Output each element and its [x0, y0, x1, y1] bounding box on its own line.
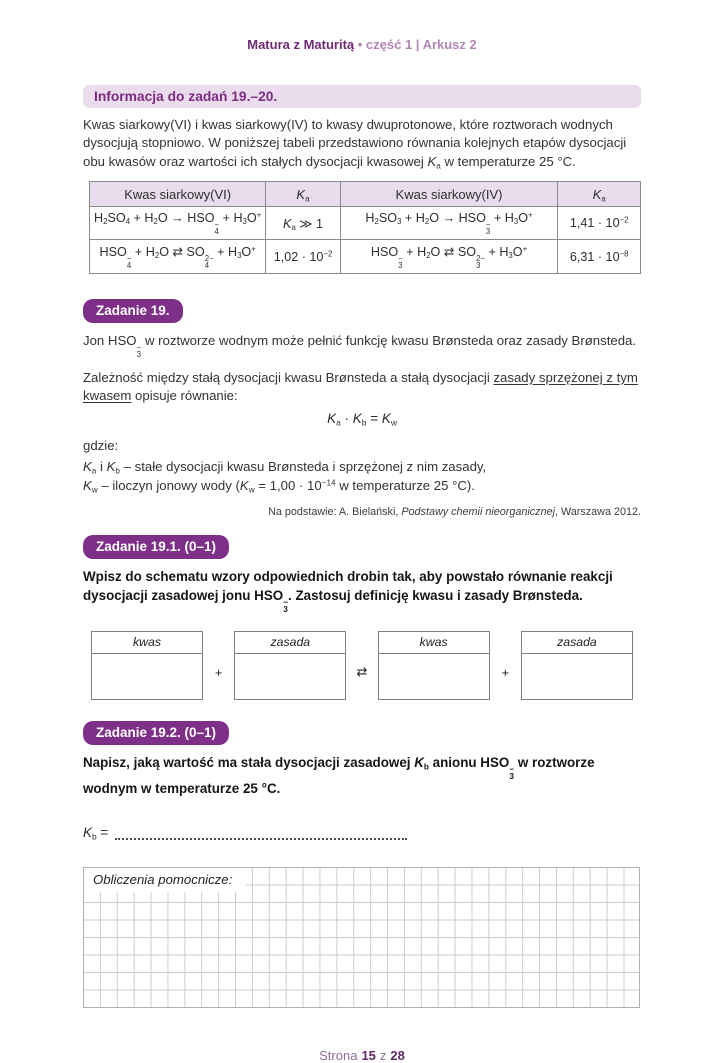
table-row: H2SO4 + H2O → HSO −4 + H3O+ Ka ≫ 1 H2SO3 …	[88, 206, 641, 241]
footer-of: z	[379, 1048, 387, 1063]
table-header-acid-vi: Kwas siarkowy(VI)	[88, 181, 267, 208]
answer-blank[interactable]	[115, 826, 408, 841]
calculation-grid-label: Obliczenia pomocnicze:	[84, 868, 247, 893]
reaction-schema: kwas + zasada ⇄ kwas + zasada	[83, 630, 641, 700]
schema-input-box[interactable]	[92, 654, 202, 699]
task-19-1-instruction: Wpisz do schematu wzory odpowiednich dro…	[83, 569, 613, 614]
info-section-title: Informacja do zadań 19.–20.	[83, 85, 641, 108]
kb-answer-prefix: Kb =	[83, 825, 109, 842]
header-meta: • część 1 | Arkusz 2	[357, 37, 477, 52]
schema-box-acid-2: kwas	[377, 630, 490, 700]
footer-page-number: 15	[361, 1048, 376, 1063]
schema-box-label: zasada	[521, 632, 632, 654]
task-19-2-badge: Zadanie 19.2. (0–1)	[83, 720, 230, 745]
table-row: HSO −4 + H2O ⇄ SO 2− 4 + H3O+ 1,02 · 10−2 H…	[88, 239, 641, 275]
plus-operator: +	[501, 664, 510, 680]
schema-box-acid-1: kwas	[91, 630, 203, 700]
page-footer: Strona 15 z 28	[83, 1048, 641, 1063]
source-citation: Na podstawie: A. Bielański, Podstawy che…	[268, 506, 641, 519]
task-19-badge: Zadanie 19.	[83, 299, 183, 324]
schema-box-label: kwas	[92, 632, 202, 654]
info-intro-paragraph: Kwas siarkowy(VI) i kwas siarkowy(IV) to…	[83, 117, 627, 171]
equation-cell: H2SO4 + H2O → HSO −4 + H3O+	[88, 206, 267, 241]
page-header: Matura z Maturitą • część 1 | Arkusz 2	[0, 0, 724, 52]
schema-box-label: zasada	[235, 632, 346, 654]
schema-input-box[interactable]	[235, 654, 345, 699]
schema-input-box[interactable]	[379, 654, 489, 699]
dissociation-table: Kwas siarkowy(VI) Ka Kwas siarkowy(IV) K…	[88, 181, 641, 275]
table-header-ka-2: Ka	[557, 181, 641, 208]
equation-cell: HSO −3 + H2O ⇄ SO 2− 3 + H3O+	[339, 239, 559, 275]
task-19-paragraph-1: Jon HSO −3 w roztworze wodnym może pełnić…	[83, 333, 637, 360]
equilibrium-arrows-icon: ⇄	[356, 664, 368, 680]
equation-cell: HSO −4 + H2O ⇄ SO 2− 4 + H3O+	[88, 239, 267, 275]
footer-label: Strona	[319, 1048, 358, 1063]
equation-cell: H2SO3 + H2O → HSO −3 + H3O+	[339, 206, 559, 241]
schema-box-base-2: zasada	[520, 630, 633, 700]
constants-definition-2: Kw – iloczyn jonowy wody (Kw = 1,00 · 10…	[83, 477, 475, 495]
task-19-paragraph-2: Zależność między stałą dysocjacji kwasu …	[83, 369, 638, 404]
schema-box-label: kwas	[378, 632, 489, 654]
task-19-2-instruction: Napisz, jaką wartość ma stała dysocjacji…	[83, 754, 595, 796]
table-header-ka-1: Ka	[265, 181, 341, 208]
page-content: Informacja do zadań 19.–20. Kwas siarkow…	[83, 85, 641, 1063]
schema-box-base-1: zasada	[234, 630, 347, 700]
ka-value-cell: 1,41 · 10−2	[557, 206, 641, 241]
plus-operator: +	[214, 664, 223, 680]
task-19-1-badge: Zadanie 19.1. (0–1)	[83, 535, 230, 560]
calculation-grid[interactable]: Obliczenia pomocnicze:	[83, 867, 640, 1009]
ka-kb-kw-equation: Ka · Kb = Kw	[327, 410, 397, 428]
brand-title: Matura z Maturitą	[247, 37, 355, 52]
table-header-row: Kwas siarkowy(VI) Ka Kwas siarkowy(IV) K…	[88, 181, 641, 208]
schema-input-box[interactable]	[522, 654, 632, 699]
ka-value-cell: 1,02 · 10−2	[265, 239, 341, 275]
footer-total-pages: 28	[390, 1048, 405, 1063]
table-header-acid-iv: Kwas siarkowy(IV)	[339, 181, 559, 208]
ka-value-cell: Ka ≫ 1	[265, 206, 341, 241]
ka-value-cell: 6,31 · 10−8	[557, 239, 641, 275]
kb-answer-line: Kb =	[83, 825, 641, 842]
where-label: gdzie:	[83, 437, 119, 453]
constants-definition-1: Ka i Kb – stałe dysocjacji kwasu Brønste…	[83, 459, 487, 476]
